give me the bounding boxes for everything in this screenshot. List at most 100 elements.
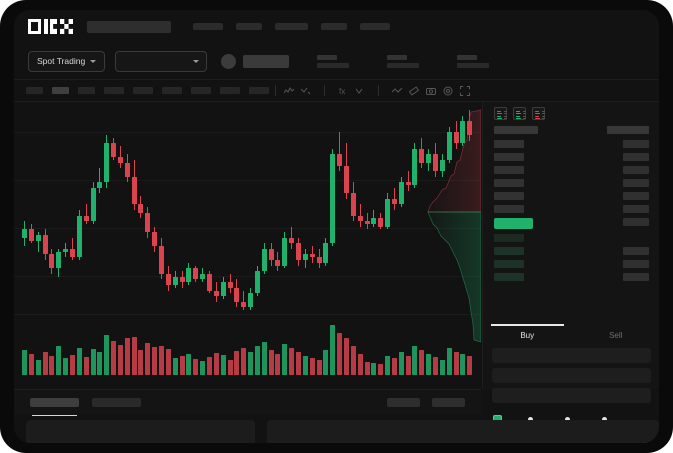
bottom-tab-1[interactable] (92, 398, 141, 407)
orderbook-mode-bids[interactable] (513, 107, 526, 120)
timeframe-5[interactable] (162, 87, 182, 94)
volume-bar (268, 350, 274, 375)
orderbook-row-ask[interactable] (494, 166, 524, 174)
orderbook-row-right[interactable] (623, 153, 649, 161)
tab-sell[interactable]: Sell (609, 330, 623, 340)
bottom-tab-0[interactable] (30, 398, 79, 416)
order-price-field[interactable] (492, 368, 651, 383)
okx-logo[interactable] (28, 19, 73, 34)
orderbook-row-right[interactable] (623, 218, 649, 226)
orderbook-row-right[interactable] (623, 205, 649, 213)
timeframe-1[interactable] (52, 87, 69, 94)
orderbook-row-ask[interactable] (494, 205, 524, 213)
search-input[interactable] (87, 20, 171, 33)
candle-body (206, 273, 212, 291)
orderbook-row-right[interactable] (623, 166, 649, 174)
volume-bar (35, 359, 41, 375)
orderbook-row-bid[interactable] (494, 273, 524, 281)
orderbook-mode-both[interactable] (494, 107, 507, 120)
order-amount-field[interactable] (492, 388, 651, 403)
orderbook-row-right[interactable] (623, 273, 649, 281)
orderbook-row-right[interactable] (623, 192, 649, 200)
volume-bar (453, 351, 459, 375)
volume-bar (343, 338, 349, 375)
candle-body (405, 182, 411, 185)
stat-label (387, 54, 408, 60)
volume-bar (241, 348, 247, 375)
logo-letter-x (60, 19, 73, 34)
timeframe-8[interactable] (249, 87, 269, 94)
volume-bar (378, 364, 384, 375)
timeframe-7[interactable] (220, 87, 240, 94)
svg-text:fx: fx (339, 87, 345, 96)
indicator-icon[interactable] (284, 86, 294, 96)
orderbook-row-right[interactable] (623, 247, 649, 255)
nav-item-4[interactable] (360, 23, 390, 30)
price-chart-panel[interactable] (14, 102, 481, 389)
tab-buy[interactable]: Buy (483, 324, 572, 346)
orderbook-row-right[interactable] (623, 260, 649, 268)
fullscreen-icon[interactable] (460, 85, 470, 96)
orderbook-row-ask[interactable] (494, 153, 524, 161)
orderbook-row-right[interactable] (623, 179, 649, 187)
volume-series (14, 317, 481, 375)
nav-item-3[interactable] (321, 23, 347, 30)
candle-body (467, 121, 473, 135)
trading-pair-select[interactable] (115, 50, 208, 72)
bottom-tab-2[interactable] (387, 398, 420, 407)
orderbook-last-price-row[interactable] (494, 218, 533, 229)
timeframe-6[interactable] (191, 87, 211, 94)
candle-body (172, 276, 178, 285)
candle-body (398, 182, 404, 205)
nav-item-2[interactable] (275, 23, 308, 30)
line-tool-icon[interactable] (392, 86, 402, 96)
volume-bar (302, 355, 308, 375)
orderbook-row-ask[interactable] (494, 192, 524, 200)
chart-tool-icons: fx (284, 85, 470, 96)
orderbook-mode-asks[interactable] (532, 107, 545, 120)
volume-bar (28, 353, 34, 375)
orderbook-row-ask[interactable] (494, 179, 524, 187)
ruler-icon[interactable] (409, 85, 419, 96)
volume-bar (261, 342, 267, 375)
slider-dot-25[interactable] (528, 416, 533, 422)
nav-item-0[interactable] (193, 23, 223, 30)
gridline (14, 228, 481, 229)
volume-bar (104, 334, 110, 375)
bottom-tab-3[interactable] (432, 398, 465, 407)
slider-dot-50[interactable] (565, 416, 570, 422)
bottom-panel-left[interactable] (26, 420, 255, 443)
slider-dot-75[interactable] (602, 416, 607, 422)
orderbook-row-bid[interactable] (494, 260, 524, 268)
timeframe-3[interactable] (104, 87, 124, 94)
chart-bottom-tabs (14, 389, 481, 416)
chart-type-icon[interactable] (355, 86, 365, 96)
orderbook-row-bid[interactable] (494, 247, 524, 255)
orderbook-row-right[interactable] (623, 140, 649, 148)
bottom-panel-right[interactable] (267, 420, 659, 443)
order-type-field[interactable] (492, 348, 651, 363)
candle-body (76, 215, 82, 258)
chart-toolbar: fx (14, 80, 659, 102)
candle-wick (37, 232, 39, 252)
orderbook-row-ask[interactable] (494, 140, 524, 148)
nav-item-1[interactable] (236, 23, 262, 30)
volume-bar (111, 341, 117, 375)
stat-label (317, 54, 338, 60)
timeframe-4[interactable] (133, 87, 153, 94)
candle-body (261, 248, 267, 272)
volume-bar (426, 353, 432, 375)
spot-trading-dropdown[interactable]: Spot Trading (28, 50, 106, 72)
candle-body (131, 176, 137, 205)
compare-icon[interactable] (301, 86, 311, 96)
timeframe-2[interactable] (78, 87, 95, 94)
orderbook-row-bid[interactable] (494, 234, 524, 242)
candle-body (433, 154, 438, 172)
text-icon[interactable]: fx (338, 86, 348, 96)
stat-value (457, 62, 490, 68)
timeframe-0[interactable] (26, 87, 43, 94)
stat-value (317, 62, 350, 68)
camera-icon[interactable] (426, 86, 436, 96)
candle-body (343, 165, 349, 194)
settings-icon[interactable] (443, 86, 453, 96)
